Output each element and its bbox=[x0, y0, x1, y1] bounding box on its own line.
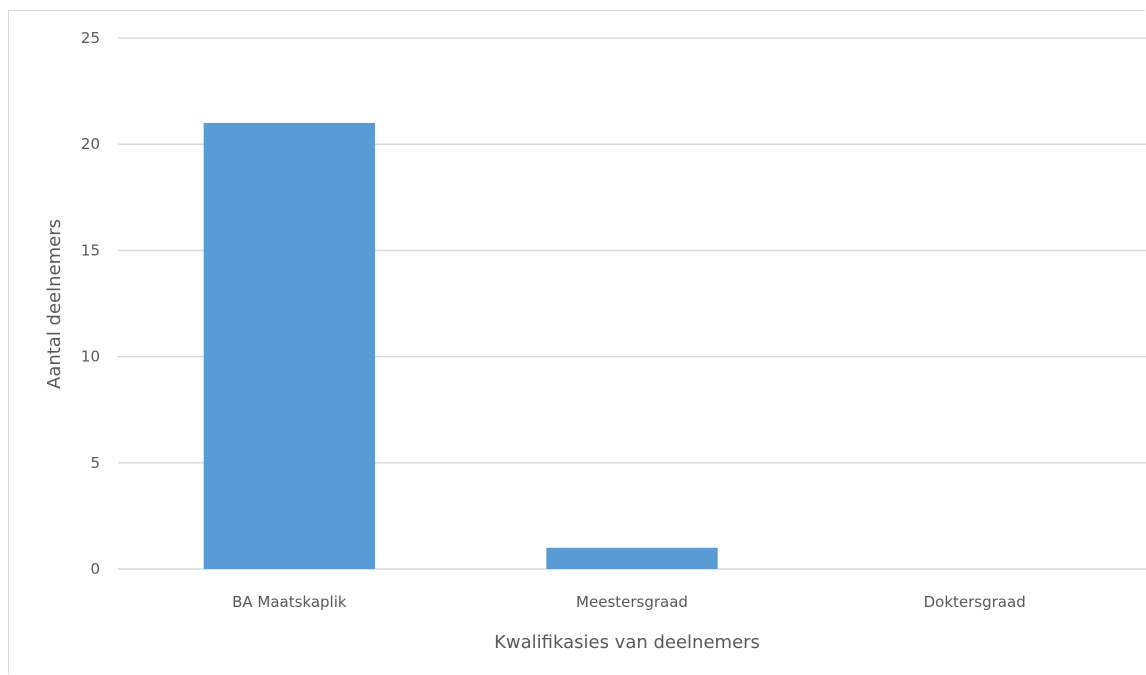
bar-ba-maatskaplik bbox=[203, 122, 375, 570]
y-tick-label: 10 bbox=[81, 348, 100, 366]
x-tick-label: Doktersgraad bbox=[924, 593, 1026, 611]
y-tick-label: 20 bbox=[81, 135, 100, 153]
y-tick-label: 5 bbox=[90, 454, 100, 472]
bars bbox=[203, 122, 718, 570]
y-axis-tick-labels: 0 5 10 15 20 25 bbox=[81, 29, 100, 578]
y-axis-title: Aantal deelnemers bbox=[44, 219, 65, 389]
x-tick-label: BA Maatskaplik bbox=[232, 593, 347, 611]
x-axis-title: Kwalifikasies van deelnemers bbox=[494, 632, 760, 653]
bar-meestersgraad bbox=[546, 547, 718, 569]
y-tick-label: 0 bbox=[90, 560, 100, 578]
x-tick-label: Meestersgraad bbox=[576, 593, 688, 611]
y-tick-label: 15 bbox=[81, 241, 100, 259]
y-tick-label: 25 bbox=[81, 29, 100, 47]
x-axis-tick-labels: BA Maatskaplik Meestersgraad Doktersgraad bbox=[232, 593, 1026, 611]
